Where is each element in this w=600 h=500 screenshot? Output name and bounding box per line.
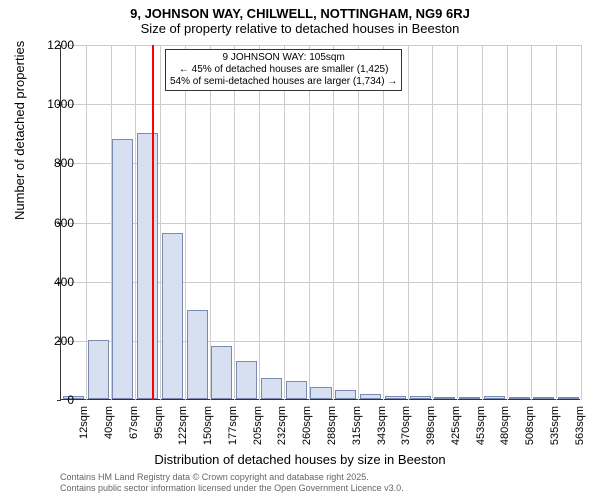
annotation-box: 9 JOHNSON WAY: 105sqm← 45% of detached h…: [165, 49, 402, 91]
bar: [484, 396, 505, 399]
plot: 9 JOHNSON WAY: 105sqm← 45% of detached h…: [60, 45, 580, 400]
xtick-label: 95sqm: [153, 406, 165, 450]
gridline-v: [210, 45, 211, 400]
xtick-label: 205sqm: [252, 406, 264, 450]
title-sub: Size of property relative to detached ho…: [0, 21, 600, 40]
xtick-label: 398sqm: [425, 406, 437, 450]
bar: [434, 397, 455, 399]
xtick-label: 343sqm: [376, 406, 388, 450]
xtick-label: 425sqm: [450, 406, 462, 450]
xtick-label: 535sqm: [549, 406, 561, 450]
bar: [335, 390, 356, 399]
xtick-label: 122sqm: [177, 406, 189, 450]
bar: [187, 310, 208, 399]
gridline-v: [556, 45, 557, 400]
bar: [533, 397, 554, 399]
xtick-label: 67sqm: [128, 406, 140, 450]
bar: [286, 381, 307, 399]
bar: [211, 346, 232, 399]
bar: [137, 133, 158, 399]
footer-line1: Contains HM Land Registry data © Crown c…: [60, 472, 404, 483]
xtick-label: 453sqm: [475, 406, 487, 450]
gridline-v: [408, 45, 409, 400]
annotation-line: 9 JOHNSON WAY: 105sqm: [170, 52, 397, 64]
ytick-label: 0: [34, 393, 74, 407]
bar: [410, 396, 431, 399]
gridline-h: [61, 104, 581, 105]
xtick-label: 563sqm: [574, 406, 586, 450]
bar: [385, 396, 406, 399]
ytick-label: 1000: [34, 97, 74, 111]
xtick-label: 288sqm: [326, 406, 338, 450]
footer-text: Contains HM Land Registry data © Crown c…: [60, 472, 404, 494]
title-main: 9, JOHNSON WAY, CHILWELL, NOTTINGHAM, NG…: [0, 0, 600, 21]
gridline-h: [61, 45, 581, 46]
xtick-label: 12sqm: [78, 406, 90, 450]
xtick-label: 315sqm: [351, 406, 363, 450]
ytick-label: 400: [34, 275, 74, 289]
bar: [88, 340, 109, 399]
bar: [509, 397, 530, 399]
xtick-label: 150sqm: [202, 406, 214, 450]
gridline-v: [185, 45, 186, 400]
marker-line: [152, 45, 154, 400]
gridline-v: [383, 45, 384, 400]
ytick-label: 800: [34, 156, 74, 170]
bar: [261, 378, 282, 399]
xtick-label: 40sqm: [103, 406, 115, 450]
x-axis-label: Distribution of detached houses by size …: [0, 452, 600, 467]
y-axis-label: Number of detached properties: [12, 41, 27, 220]
gridline-v: [234, 45, 235, 400]
gridline-v: [457, 45, 458, 400]
bar: [558, 397, 579, 399]
gridline-v: [160, 45, 161, 400]
chart-container: 9, JOHNSON WAY, CHILWELL, NOTTINGHAM, NG…: [0, 0, 600, 500]
gridline-v: [309, 45, 310, 400]
bar: [236, 361, 257, 399]
bar: [310, 387, 331, 399]
gridline-v: [482, 45, 483, 400]
xtick-label: 480sqm: [499, 406, 511, 450]
ytick-label: 1200: [34, 38, 74, 52]
gridline-v: [507, 45, 508, 400]
annotation-line: 54% of semi-detached houses are larger (…: [170, 76, 397, 88]
gridline-v: [86, 45, 87, 400]
ytick-label: 200: [34, 334, 74, 348]
gridline-v: [135, 45, 136, 400]
bar: [112, 139, 133, 399]
chart-area: 9 JOHNSON WAY: 105sqm← 45% of detached h…: [60, 45, 580, 400]
bar: [162, 233, 183, 399]
gridline-v: [259, 45, 260, 400]
bar: [360, 394, 381, 399]
gridline-v: [284, 45, 285, 400]
gridline-v: [581, 45, 582, 400]
gridline-v: [432, 45, 433, 400]
xtick-label: 370sqm: [400, 406, 412, 450]
xtick-label: 177sqm: [227, 406, 239, 450]
ytick-label: 600: [34, 216, 74, 230]
gridline-v: [111, 45, 112, 400]
gridline-v: [531, 45, 532, 400]
xtick-label: 260sqm: [301, 406, 313, 450]
gridline-v: [333, 45, 334, 400]
footer-line2: Contains public sector information licen…: [60, 483, 404, 494]
annotation-line: ← 45% of detached houses are smaller (1,…: [170, 64, 397, 76]
xtick-label: 508sqm: [524, 406, 536, 450]
xtick-label: 232sqm: [276, 406, 288, 450]
gridline-v: [358, 45, 359, 400]
bar: [459, 397, 480, 399]
